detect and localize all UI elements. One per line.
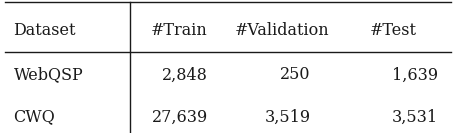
Text: CWQ: CWQ [14,108,55,125]
Text: 1,639: 1,639 [391,66,437,83]
Text: Dataset: Dataset [14,22,76,39]
Text: 27,639: 27,639 [152,108,207,125]
Text: #Train: #Train [150,22,207,39]
Text: #Validation: #Validation [234,22,328,39]
Text: #Test: #Test [369,22,416,39]
Text: 250: 250 [279,66,310,83]
Text: 3,531: 3,531 [391,108,437,125]
Text: WebQSP: WebQSP [14,66,83,83]
Text: 3,519: 3,519 [264,108,310,125]
Text: 2,848: 2,848 [162,66,207,83]
